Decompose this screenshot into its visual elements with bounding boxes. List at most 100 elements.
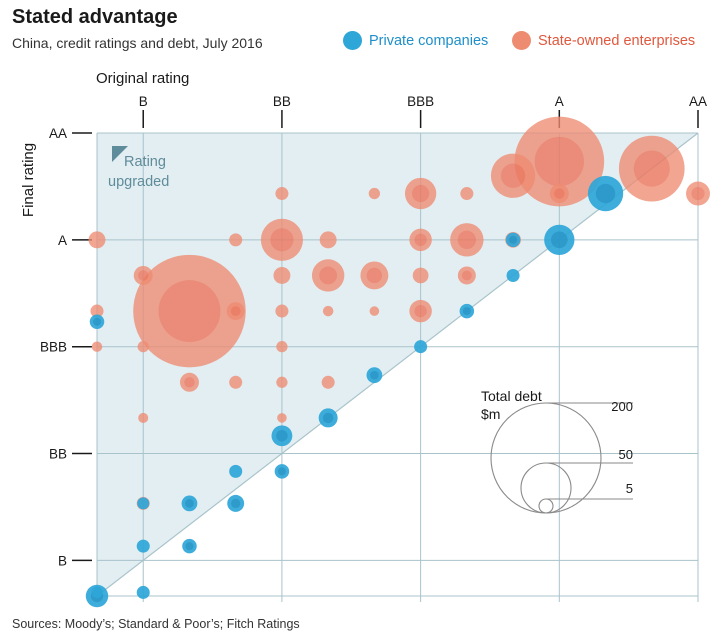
soe-bubble: [273, 266, 291, 284]
soe-bubble-core: [691, 186, 705, 201]
soe-bubble-core: [414, 233, 427, 247]
size-legend-circle: [520, 462, 572, 514]
private-bubble: [89, 314, 105, 330]
private-bubble-core: [231, 498, 241, 509]
soe-bubble: [88, 231, 106, 249]
private-bubble: [182, 538, 197, 554]
private-bubble: [366, 367, 383, 384]
size-legend-title: Total debt: [481, 388, 542, 404]
soe-bubble: [229, 375, 243, 389]
soe-bubble: [322, 305, 334, 317]
soe-bubble-core: [230, 306, 241, 317]
diagonal-no-change: [96, 132, 699, 597]
upgrade-arrow-icon: [112, 146, 128, 162]
soe-bubble: [277, 413, 287, 423]
soe-bubble: [319, 231, 337, 249]
private-bubble: [227, 494, 245, 512]
soe-bubble: [229, 233, 243, 247]
size-legend-circle: [490, 402, 602, 514]
soe-bubble: [275, 304, 289, 318]
soe-bubble-core: [366, 267, 383, 284]
private-bubble: [181, 495, 198, 512]
private-bubble: [587, 175, 624, 212]
soe-bubble: [618, 135, 685, 202]
chart-points-layer: [85, 116, 710, 608]
x-axis-label: Original rating: [96, 70, 189, 87]
soe-bubble-core: [270, 228, 294, 252]
source-note: Sources: Moody’s; Standard & Poor’s; Fit…: [12, 617, 300, 631]
private-bubble: [506, 268, 520, 282]
private-bubble-core: [93, 317, 101, 326]
soe-bubble-core: [158, 280, 221, 343]
x-tick-label: B: [139, 94, 148, 109]
x-tick-label: A: [555, 94, 564, 109]
soe-bubble: [460, 187, 474, 201]
private-bubble: [414, 340, 428, 354]
y-tick-label: A: [58, 233, 67, 248]
y-tick-label: B: [58, 553, 67, 568]
legend-private-label: Private companies: [369, 32, 489, 49]
soe-bubble: [369, 306, 380, 316]
y-tick-label: BBB: [40, 340, 67, 355]
private-bubble-core: [509, 235, 518, 244]
soe-bubble: [412, 267, 429, 284]
private-bubble-core: [462, 307, 471, 316]
private-bubble: [137, 497, 150, 510]
size-legend-value: 200: [611, 399, 633, 414]
y-tick-label: AA: [49, 126, 67, 141]
soe-bubble-core: [411, 184, 430, 203]
private-bubble: [318, 408, 338, 428]
soe-bubble: [490, 153, 536, 198]
soe-bubble-core: [534, 136, 584, 187]
soe-bubble: [137, 341, 149, 353]
private-bubble: [271, 425, 293, 447]
x-tick-label: BBB: [407, 94, 434, 109]
soe-bubble-core: [554, 188, 565, 199]
private-bubble: [274, 464, 290, 479]
annotation-line-1: Rating: [124, 154, 166, 170]
soe-bubble: [311, 259, 345, 292]
soe-bubble: [179, 372, 199, 392]
soe-bubble: [276, 341, 288, 353]
private-bubble-core: [322, 412, 334, 424]
soe-bubble: [409, 299, 432, 323]
x-tick-label: AA: [689, 94, 707, 109]
size-legend-unit: $m: [481, 406, 500, 422]
soe-bubble: [276, 376, 288, 388]
soe-bubble: [360, 261, 389, 290]
soe-bubble: [409, 228, 432, 252]
legend-soe: State-owned enterprises: [512, 31, 695, 50]
soe-bubble-core: [633, 150, 670, 187]
private-bubble: [459, 303, 475, 319]
soe-bubble-core: [138, 270, 149, 281]
soe-bubble: [90, 304, 104, 318]
soe-bubble-core: [500, 163, 526, 188]
y-axis-label: Final rating: [20, 143, 37, 217]
soe-bubble: [226, 302, 245, 321]
soe-bubble-core: [457, 230, 477, 250]
y-tick-label: BB: [49, 447, 67, 462]
soe-bubble-core: [461, 270, 472, 281]
soe-bubble: [686, 181, 710, 206]
private-bubble-core: [276, 430, 288, 442]
size-legend-circle: [538, 498, 554, 514]
chart-subtitle: China, credit ratings and debt, July 201…: [12, 35, 263, 51]
x-tick-label: BB: [273, 94, 291, 109]
soe-bubble-core: [184, 377, 195, 388]
size-legend-value: 50: [619, 447, 633, 462]
private-bubble: [505, 232, 521, 248]
soe-bubble: [549, 184, 569, 204]
soe-bubble: [450, 223, 484, 257]
size-legend-layer: Total debt $m 200 50 5: [481, 388, 633, 514]
soe-bubble: [321, 375, 335, 389]
soe-bubble: [457, 266, 476, 285]
soe-bubble: [275, 187, 289, 201]
legend-private: Private companies: [343, 31, 488, 50]
private-bubble: [229, 464, 243, 478]
soe-bubble: [514, 116, 605, 207]
private-bubble-core: [550, 231, 568, 249]
soe-bubble-core: [414, 304, 427, 318]
private-bubble-core: [370, 370, 379, 380]
